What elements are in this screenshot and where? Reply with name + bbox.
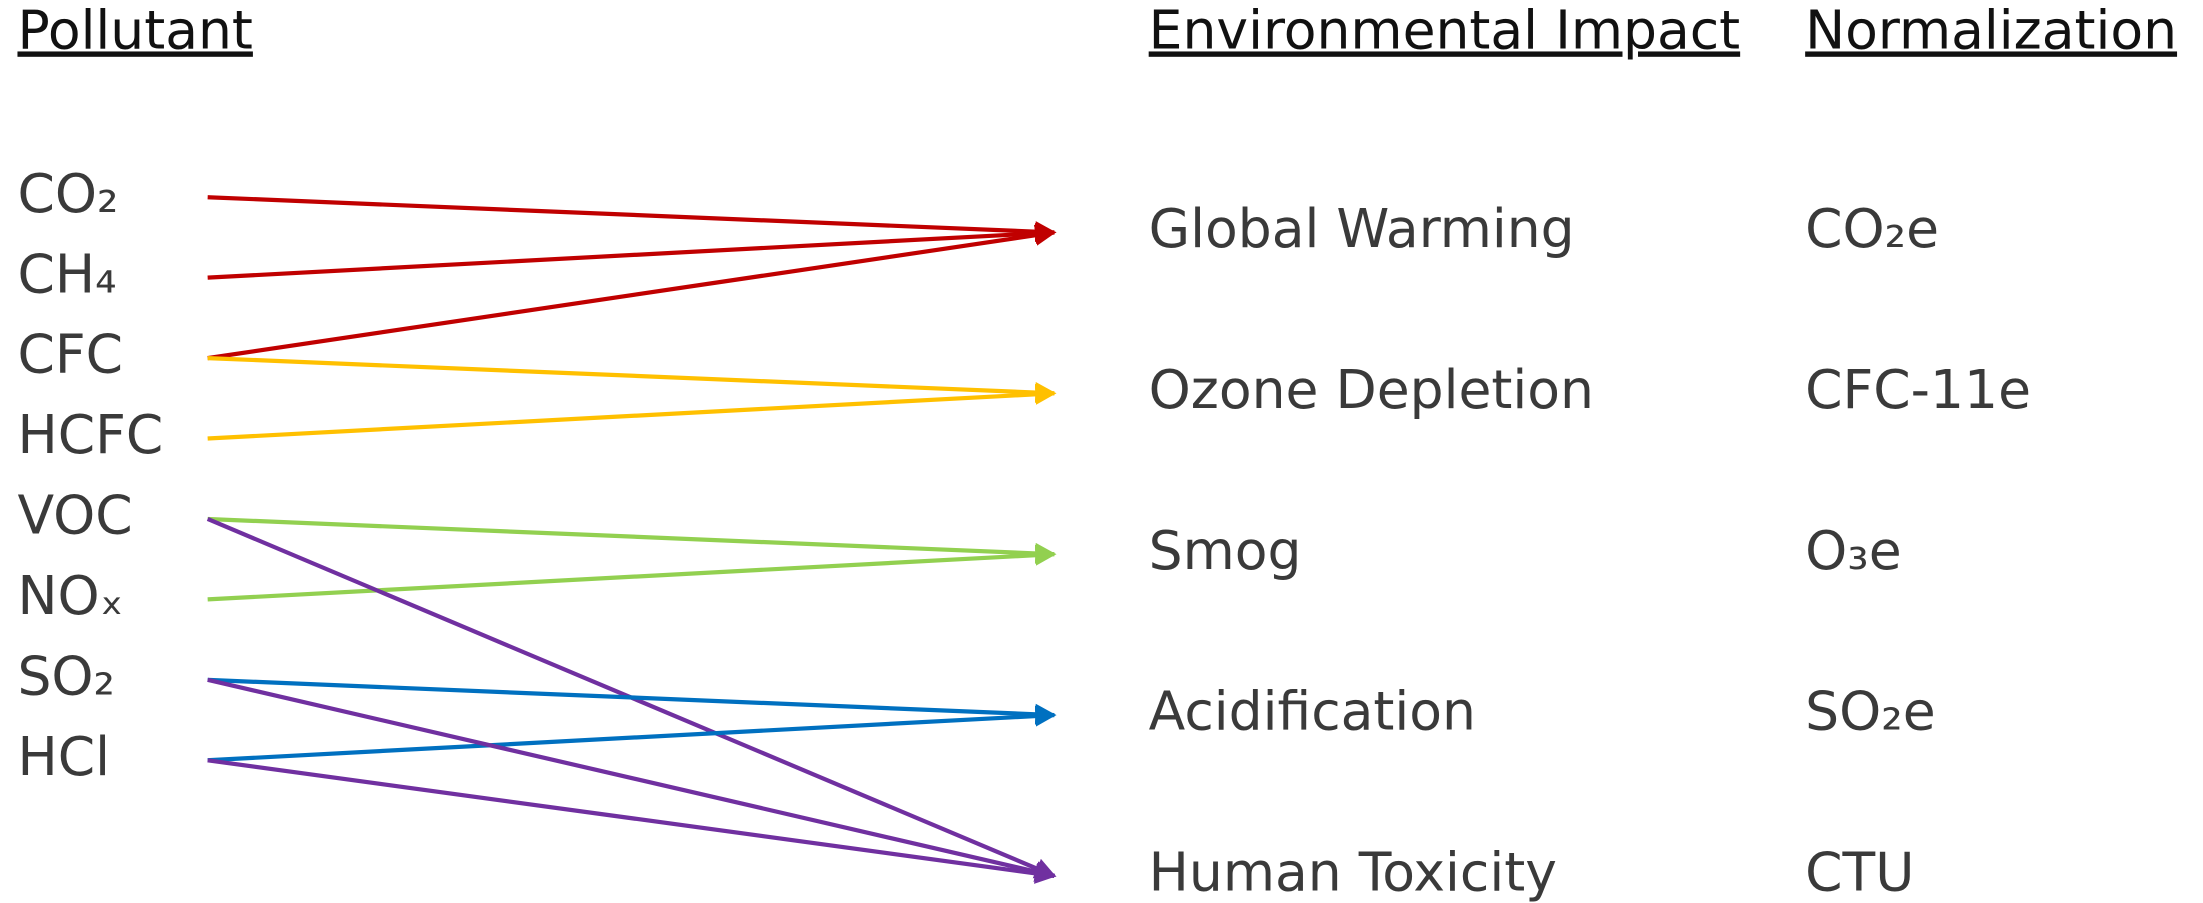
normalization-label: CTU bbox=[1805, 841, 1914, 903]
header-pollutant: Pollutant bbox=[17, 0, 252, 61]
pollutant-label: HCl bbox=[17, 725, 109, 788]
link-arrow bbox=[207, 544, 1057, 602]
impact-label: Global Warming bbox=[1149, 197, 1575, 260]
header-impact: Environmental Impact bbox=[1149, 0, 1740, 61]
pollutant-label: HCFC bbox=[17, 403, 163, 466]
pollutant-label: CFC bbox=[17, 323, 123, 386]
pollutant-label: NOₓ bbox=[17, 564, 123, 627]
link-arrow bbox=[207, 355, 1057, 404]
header-normalization: Normalization bbox=[1805, 0, 2177, 61]
pollutant-label: VOC bbox=[17, 484, 132, 547]
normalization-label: CFC-11e bbox=[1805, 358, 2031, 421]
link-arrow bbox=[207, 677, 1057, 725]
link-arrow bbox=[207, 222, 1057, 280]
impact-label: Ozone Depletion bbox=[1149, 358, 1594, 421]
link-arrow bbox=[207, 705, 1057, 763]
link-arrow bbox=[207, 195, 1057, 243]
pollutant-label: CH₄ bbox=[17, 242, 116, 305]
pollutant-label: CO₂ bbox=[17, 162, 118, 225]
pollutant-label: SO₂ bbox=[17, 644, 115, 707]
link-arrow bbox=[207, 516, 1057, 564]
impact-label: Smog bbox=[1149, 519, 1302, 582]
link-arrow bbox=[207, 383, 1057, 441]
normalization-label: CO₂e bbox=[1805, 197, 1939, 260]
impact-label: Human Toxicity bbox=[1149, 841, 1557, 903]
impact-label: Acidification bbox=[1149, 680, 1476, 743]
link-arrow bbox=[207, 677, 1057, 882]
link-arrow bbox=[207, 224, 1057, 361]
normalization-label: O₃e bbox=[1805, 519, 1902, 582]
link-arrow bbox=[207, 758, 1057, 884]
normalization-label: SO₂e bbox=[1805, 680, 1935, 743]
